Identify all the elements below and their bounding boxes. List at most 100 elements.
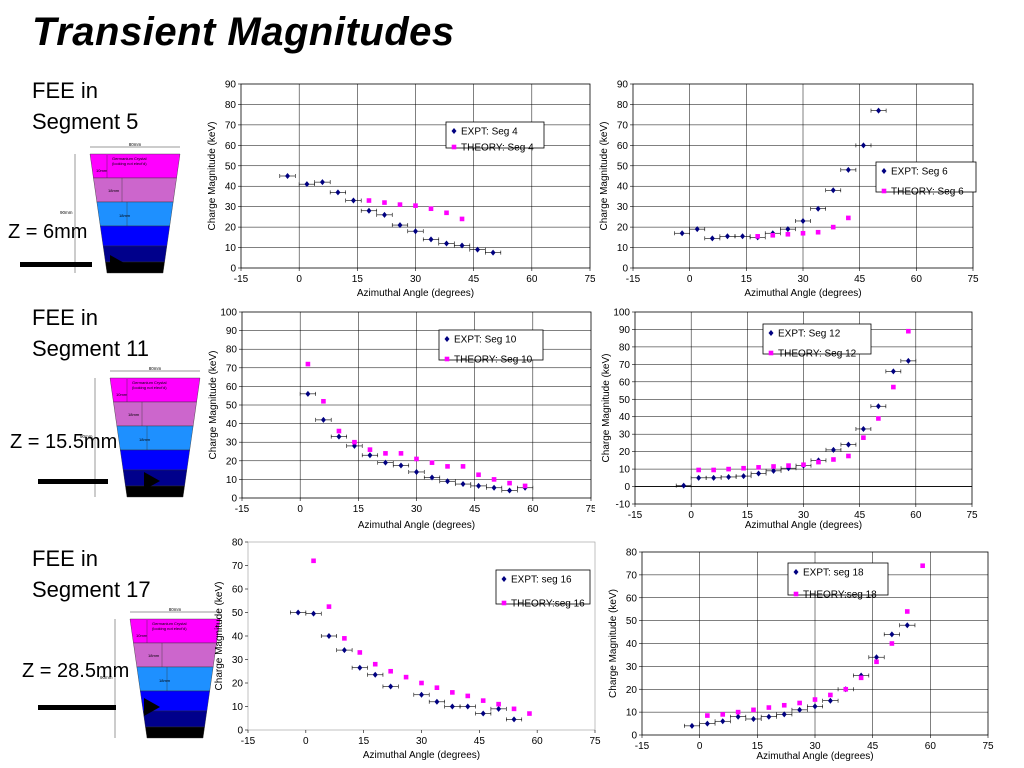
data-point-theory [766,705,772,710]
legend-entry-label: EXPT: Seg 4 [461,127,518,138]
data-point-expt [679,230,685,237]
data-point-theory [816,459,821,465]
data-point-theory [770,232,776,238]
y-tick-label: 0 [230,264,236,275]
y-tick-label: 90 [617,80,629,91]
data-point-expt [711,474,717,481]
y-tick-label: 60 [619,377,631,388]
y-tick-label: 10 [626,708,638,719]
y-tick-label: 0 [622,264,628,275]
x-tick-label: 15 [358,736,370,747]
data-point-expt [781,711,787,718]
z-label-row-2: Z = 15.5mm [10,431,118,453]
legend-marker-expt [768,330,774,336]
data-point-expt [830,446,836,453]
x-tick-label: 60 [527,504,539,515]
data-point-theory [751,707,756,713]
data-point-expt [845,441,851,448]
y-tick-label: 20 [226,456,238,467]
data-point-expt [336,433,342,440]
page-title: Transient Magnitudes [32,10,455,54]
legend-marker-expt [501,576,507,582]
legend-box [438,329,544,361]
data-point-expt [419,691,424,698]
data-point-expt [750,715,756,722]
data-point-expt [845,166,851,173]
y-tick-label: 30 [617,202,629,213]
data-point-theory [785,231,791,237]
y-tick-label: 40 [226,419,238,430]
data-point-expt [827,697,833,704]
y-tick-label: 60 [232,585,244,596]
x-tick-label: -15 [628,510,643,521]
data-point-theory [858,675,864,681]
y-tick-label: 90 [619,325,631,336]
row-label-line1: FEE in [32,305,99,330]
data-point-expt [741,473,747,480]
legend-marker-expt [451,128,457,134]
data-point-theory [476,472,481,478]
data-point-theory [906,328,911,334]
legend-box [787,562,889,596]
y-tick-label: 20 [619,447,631,458]
data-point-theory [321,398,326,404]
x-axis-title: Azimuthal Angle (degrees) [744,288,861,299]
x-tick-label: 75 [966,510,978,521]
y-tick-label: 10 [225,243,237,254]
x-tick-label: 60 [532,736,544,747]
x-tick-label: 60 [526,274,538,285]
crystal-layer [125,485,185,498]
row-label-segment-11: FEE in Segment 11 [32,302,149,364]
x-tick-label: 30 [416,736,428,747]
data-point-theory [326,604,332,609]
y-tick-label: 90 [225,80,237,91]
x-tick-label: 0 [688,510,694,521]
data-point-theory [398,451,404,456]
crystal-text: (looking not elect'd) [152,626,187,631]
y-tick-label: 50 [232,608,244,619]
x-tick-label: 60 [911,274,923,285]
data-point-theory [920,563,925,569]
legend-marker-theory [501,600,507,606]
data-point-expt [496,705,502,712]
legend-marker-theory [881,188,887,194]
data-point-expt [398,462,404,469]
legend-entry-label: THEORY: Seg 6 [891,187,964,198]
y-tick-label: -10 [616,500,631,511]
x-tick-label: -15 [234,274,249,285]
crystal-layer [96,201,174,227]
x-tick-label: 75 [589,736,601,747]
data-point-theory [459,216,465,222]
data-point-expt [694,226,700,233]
data-point-theory [357,650,363,655]
data-point-theory [705,713,710,718]
data-point-theory [771,464,776,469]
data-point-expt [305,390,311,397]
legend-entry-label: THEORY:seg 18 [803,590,877,601]
data-point-theory [696,467,701,473]
data-point-theory [801,462,806,468]
data-point-expt [709,235,715,242]
x-tick-label: 30 [809,741,821,752]
data-point-expt [491,484,497,491]
y-tick-label: 0 [231,494,237,505]
data-point-theory [797,700,802,706]
data-point-expt [388,683,394,690]
row-label-line2: Segment 17 [32,577,151,602]
x-tick-label: 0 [303,736,309,747]
data-point-theory [465,693,471,699]
data-point-expt [876,107,882,114]
y-tick-label: 80 [619,342,631,353]
data-point-theory [414,456,419,462]
data-point-theory [366,198,372,203]
data-point-theory [843,686,849,692]
y-tick-label: 30 [226,438,238,449]
x-axis-title: Azimuthal Angle (degrees) [745,520,862,531]
y-tick-label: 40 [617,182,629,193]
x-tick-label: 15 [353,504,365,515]
data-point-theory [846,215,851,221]
x-tick-label: 45 [474,736,486,747]
data-point-theory [311,558,316,564]
crystal-dim-label: 18mm [148,653,160,658]
